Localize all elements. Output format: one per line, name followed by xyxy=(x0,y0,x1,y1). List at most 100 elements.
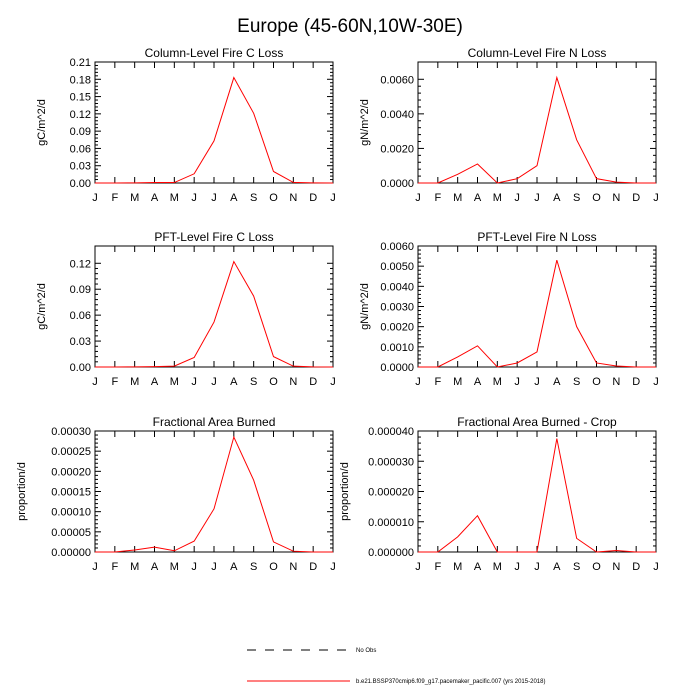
y-tick-label: 0.00030 xyxy=(51,426,91,438)
x-tick-label: O xyxy=(592,561,601,573)
x-tick-label: A xyxy=(553,561,561,573)
x-tick-label: O xyxy=(592,376,601,388)
chart-title: Column-Level Fire N Loss xyxy=(468,46,607,60)
chart-title: PFT-Level Fire N Loss xyxy=(477,230,596,244)
x-tick-label: N xyxy=(289,192,297,204)
y-tick-label: 0.000040 xyxy=(368,426,414,438)
series-line xyxy=(95,260,334,368)
x-tick-label: J xyxy=(330,561,336,573)
y-tick-label: 0.0040 xyxy=(380,281,414,293)
y-tick-label: 0.00010 xyxy=(51,507,91,519)
y-tick-label: 0.12 xyxy=(70,109,91,121)
chart-title: Column-Level Fire C Loss xyxy=(145,46,284,60)
panels: Column-Level Fire C Loss gC/m^2/d 0.00 0.03… xyxy=(16,46,659,573)
y-tick-label: 0.09 xyxy=(70,284,91,296)
x-tick-label: J xyxy=(330,192,336,204)
x-tick-label: A xyxy=(474,561,482,573)
x-tick-label: J xyxy=(534,376,540,388)
x-tick-label: J xyxy=(330,376,336,388)
x-tick-label: J xyxy=(514,561,520,573)
x-tick-label: F xyxy=(434,192,441,204)
x-tick-label: J xyxy=(211,561,217,573)
y-tick-label: 0.09 xyxy=(70,126,91,138)
y-tick-label: 0.12 xyxy=(70,258,91,270)
x-tick-label: J xyxy=(92,561,98,573)
x-tick-label: O xyxy=(269,376,278,388)
x-tick-label: S xyxy=(573,192,580,204)
y-tick-label: 0.00 xyxy=(70,178,91,190)
x-tick-label: D xyxy=(309,192,317,204)
x-tick-label: S xyxy=(250,561,257,573)
x-tick-label: A xyxy=(553,192,561,204)
x-tick-label: M xyxy=(493,561,502,573)
y-tick-label: 0.0050 xyxy=(380,261,414,273)
y-axis-label: gC/m^2/d xyxy=(36,283,48,330)
y-axis-label: gC/m^2/d xyxy=(36,99,48,146)
chart-panel-1: Column-Level Fire N Loss gN/m^2/d 0.0000 0.… xyxy=(359,46,659,204)
y-tick-label: 0.0000 xyxy=(380,178,414,190)
y-tick-label: 0.0020 xyxy=(380,143,414,155)
x-tick-label: N xyxy=(289,561,297,573)
y-tick-label: 0.00020 xyxy=(51,466,91,478)
x-tick-label: J xyxy=(514,376,520,388)
chart-panel-5: Fractional Area Burned - Crop proportion/… xyxy=(339,415,659,573)
x-tick-label: D xyxy=(632,192,640,204)
y-tick-label: 0.18 xyxy=(70,74,91,86)
x-tick-label: M xyxy=(493,192,502,204)
y-tick-label: 0.03 xyxy=(70,336,91,348)
x-tick-label: D xyxy=(309,561,317,573)
x-tick-label: M xyxy=(170,376,179,388)
x-tick-label: N xyxy=(612,376,620,388)
chart-title: Fractional Area Burned - Crop xyxy=(457,415,617,429)
x-tick-label: F xyxy=(434,376,441,388)
y-tick-label: 0.00 xyxy=(70,362,91,374)
y-axis-label: gN/m^2/d xyxy=(359,99,371,146)
x-tick-label: D xyxy=(632,376,640,388)
figure-title: Europe (45-60N,10W-30E) xyxy=(237,16,463,37)
y-tick-label: 0.0030 xyxy=(380,302,414,314)
x-tick-label: M xyxy=(493,376,502,388)
y-tick-label: 0.00025 xyxy=(51,446,91,458)
x-tick-label: M xyxy=(453,192,462,204)
y-tick-label: 0.0010 xyxy=(380,342,414,354)
x-tick-label: A xyxy=(151,376,159,388)
legend-label-model: b.e21.BSSP370cmip6.f09_g17.pacemaker_pac… xyxy=(356,679,545,685)
plot-frame xyxy=(417,245,657,368)
x-tick-label: A xyxy=(151,561,159,573)
x-tick-label: F xyxy=(111,376,118,388)
x-tick-label: M xyxy=(130,376,139,388)
x-tick-label: F xyxy=(111,192,118,204)
x-tick-label: A xyxy=(230,561,238,573)
plot-frame xyxy=(94,61,334,184)
x-tick-label: J xyxy=(534,561,540,573)
x-tick-label: J xyxy=(653,376,659,388)
x-tick-label: A xyxy=(474,192,482,204)
legend-label-no-obs: No Obs xyxy=(356,648,376,654)
y-tick-label: 0.00005 xyxy=(51,527,91,539)
chart-title: Fractional Area Burned xyxy=(153,415,276,429)
y-tick-label: 0.06 xyxy=(70,143,91,155)
y-tick-label: 0.00000 xyxy=(51,547,91,559)
y-tick-label: 0.03 xyxy=(70,161,91,173)
plot-frame xyxy=(94,245,334,368)
x-tick-label: D xyxy=(632,561,640,573)
x-tick-label: M xyxy=(453,561,462,573)
y-tick-label: 0.0060 xyxy=(380,74,414,86)
x-tick-label: N xyxy=(612,561,620,573)
y-tick-label: 0.0060 xyxy=(380,241,414,253)
plot-frame xyxy=(417,430,657,553)
x-tick-label: J xyxy=(191,192,197,204)
x-tick-label: F xyxy=(111,561,118,573)
x-tick-label: J xyxy=(92,376,98,388)
series-line xyxy=(95,435,333,553)
y-tick-label: 0.000010 xyxy=(368,517,414,529)
chart-panel-2: PFT-Level Fire C Loss gC/m^2/d 0.00 0.03 0.0… xyxy=(36,230,336,388)
y-axis-label: proportion/d xyxy=(339,462,351,521)
x-tick-label: M xyxy=(130,561,139,573)
y-tick-label: 0.0040 xyxy=(380,109,414,121)
x-tick-label: A xyxy=(474,376,482,388)
x-tick-label: J xyxy=(415,376,421,388)
x-tick-label: M xyxy=(170,192,179,204)
y-tick-label: 0.15 xyxy=(70,92,91,104)
x-tick-label: J xyxy=(92,192,98,204)
